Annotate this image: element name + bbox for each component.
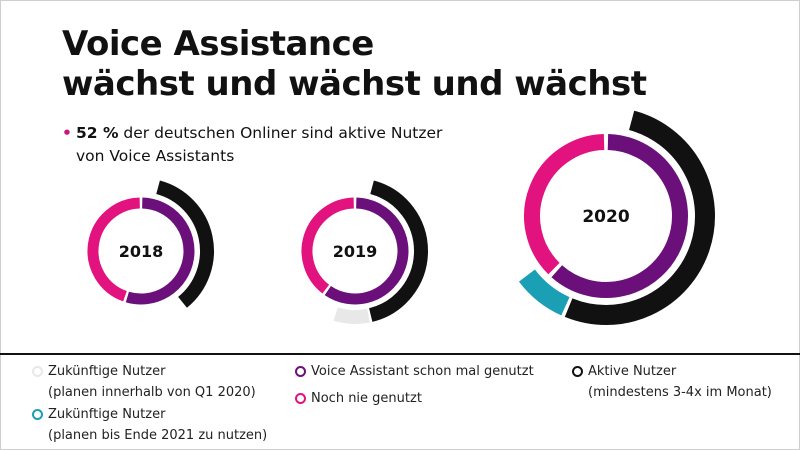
legend-ring-icon bbox=[572, 366, 583, 377]
legend-sublabel: (mindestens 3-4x im Monat) bbox=[588, 385, 772, 400]
legend-label: Zukünftige Nutzer bbox=[48, 407, 166, 422]
slide-title: Voice Assistance wächst und wächst und w… bbox=[62, 24, 647, 104]
legend-sublabel: (planen innerhalb von Q1 2020) bbox=[48, 385, 256, 400]
donut-segment-voice-used-2019 bbox=[324, 197, 409, 305]
outer-arc-active-2019 bbox=[368, 180, 428, 322]
legend-label: Voice Assistant schon mal genutzt bbox=[311, 364, 534, 379]
legend-divider bbox=[0, 353, 800, 355]
donut-segment-never-used-2019 bbox=[301, 197, 355, 294]
legend-label: Aktive Nutzer bbox=[588, 364, 677, 379]
legend-ring-icon bbox=[32, 366, 43, 377]
donut-charts: 2018 2019 2020 bbox=[87, 110, 715, 325]
title-line-2: wächst und wächst und wächst bbox=[62, 64, 647, 104]
key-fact-line-2: von Voice Assistants bbox=[76, 147, 235, 165]
legend-item-future-q1: Zukünftige Nutzer (planen innerhalb von … bbox=[32, 361, 256, 403]
legend-label: Zukünftige Nutzer bbox=[48, 364, 166, 379]
legend-item-never-used: Noch nie genutzt bbox=[295, 388, 422, 409]
donut-segment-never-used-2020 bbox=[524, 134, 605, 275]
donut-segment-voice-used-2018 bbox=[125, 197, 195, 305]
key-fact-line-1: der deutschen Onliner sind aktive Nutzer bbox=[118, 124, 443, 142]
donut-year-label: 2018 bbox=[119, 242, 164, 261]
legend-ring-icon bbox=[295, 393, 306, 404]
donut-segment-never-used-2018 bbox=[87, 197, 141, 302]
donut-year-label: 2020 bbox=[582, 207, 629, 227]
legend-item-active: Aktive Nutzer (mindestens 3-4x im Monat) bbox=[572, 361, 772, 403]
legend-sublabel: (planen bis Ende 2021 zu nutzen) bbox=[48, 428, 268, 443]
key-fact: • 52 % der deutschen Onliner sind aktive… bbox=[62, 122, 496, 168]
legend-ring-icon bbox=[295, 366, 306, 377]
legend-label: Noch nie genutzt bbox=[311, 391, 422, 406]
outer-arc-active-2020 bbox=[564, 110, 715, 325]
donut-year-label: 2019 bbox=[333, 242, 378, 261]
title-line-1: Voice Assistance bbox=[62, 24, 374, 64]
legend-item-future-2021: Zukünftige Nutzer (planen bis Ende 2021 … bbox=[32, 404, 267, 446]
key-fact-highlight: 52 % bbox=[76, 124, 119, 142]
bullet-icon: • bbox=[62, 124, 72, 142]
outer-arc-future-q1-2019 bbox=[333, 307, 370, 324]
legend-ring-icon bbox=[32, 409, 43, 420]
key-fact-text: 52 % der deutschen Onliner sind aktive N… bbox=[76, 122, 496, 168]
legend-item-voice-used: Voice Assistant schon mal genutzt bbox=[295, 361, 534, 382]
outer-arc-active-2018 bbox=[156, 180, 214, 308]
donut-segment-voice-used-2020 bbox=[551, 134, 688, 298]
outer-arc-future-2021-2020 bbox=[518, 269, 570, 316]
